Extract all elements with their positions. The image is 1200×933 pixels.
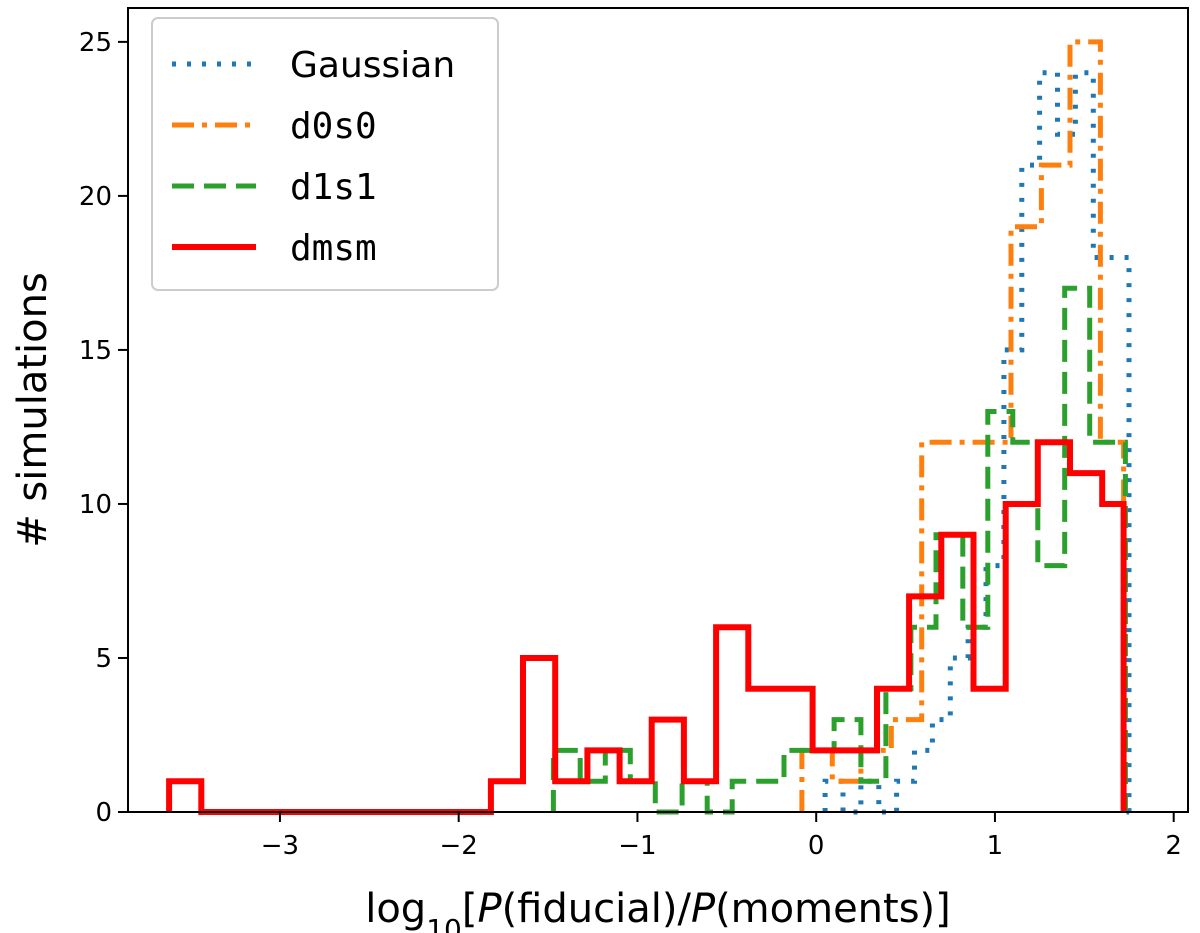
legend-label-d1s1: d1s1 <box>290 167 377 208</box>
x-tick-label: 2 <box>1165 831 1182 861</box>
legend-label-dmsm: dmsm <box>290 228 377 269</box>
legend-label-Gaussian: Gaussian <box>290 45 455 86</box>
legend-box <box>151 17 499 291</box>
y-tick-label: 15 <box>79 336 112 366</box>
x-tick-label: −3 <box>261 831 299 861</box>
y-tick-label: 10 <box>79 490 112 520</box>
legend-label-d0s0: d0s0 <box>290 106 377 147</box>
y-tick-label: 5 <box>95 644 112 674</box>
y-tick-label: 25 <box>79 28 112 58</box>
series-d1s1 <box>550 285 1128 815</box>
x-tick-label: 0 <box>808 831 825 861</box>
x-axis-label: log10[P(fiducial)/P(moments)] <box>365 886 951 933</box>
y-tick-label: 20 <box>79 182 112 212</box>
x-tick-label: 1 <box>987 831 1004 861</box>
legend: Gaussian d0s0 d1s1 dmsm <box>151 17 499 291</box>
plot-frame <box>127 7 1189 813</box>
x-tick-label: −1 <box>618 831 656 861</box>
y-axis-label: # simulations <box>10 272 56 548</box>
x-tick-label: −2 <box>440 831 478 861</box>
series-d0s0 <box>799 39 1127 812</box>
y-tick-label: 0 <box>95 798 112 828</box>
